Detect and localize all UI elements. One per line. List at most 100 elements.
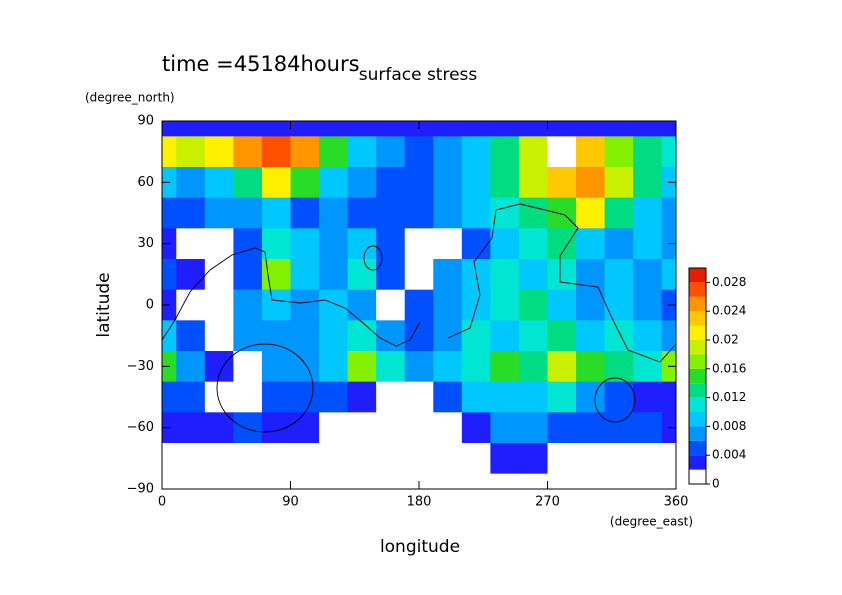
field-cell: [518, 136, 548, 168]
field-cell: [461, 121, 491, 137]
field-cell: [162, 121, 177, 137]
field-cell: [290, 136, 320, 168]
field-cell: [547, 320, 577, 352]
field-cell: [204, 136, 234, 168]
colorbar-swatch: [689, 354, 706, 369]
colorbar-swatch: [689, 426, 706, 441]
field-cell: [176, 197, 206, 229]
coastline: [594, 377, 636, 423]
field-cell: [518, 320, 548, 352]
field-cell: [633, 412, 663, 444]
field-cell: [604, 121, 634, 137]
field-cell: [319, 412, 349, 444]
field-cell: [204, 259, 234, 291]
field-cell: [576, 167, 606, 199]
y-tick-label: −90: [127, 482, 154, 497]
field-cell: [376, 197, 406, 229]
field-cell: [490, 197, 520, 229]
field-cell: [404, 289, 434, 321]
field-cell: [576, 443, 606, 475]
field-cell: [461, 289, 491, 321]
y-tick-label: 60: [137, 175, 154, 190]
field-cell: [490, 412, 520, 444]
field-cell: [604, 320, 634, 352]
field-cell: [518, 259, 548, 291]
field-cell: [319, 136, 349, 168]
field-cell: [404, 443, 434, 475]
field-cell: [490, 473, 520, 489]
field-cell: [176, 289, 206, 321]
field-cell: [290, 351, 320, 383]
field-cell: [490, 320, 520, 352]
colorbar-tick-label: 0.016: [712, 361, 746, 375]
colorbar-swatch: [689, 469, 706, 484]
y-tick-label: −30: [127, 359, 154, 374]
field-cell: [261, 121, 291, 137]
field-cell: [490, 289, 520, 321]
field-cell: [233, 121, 263, 137]
field-cell: [347, 228, 377, 260]
field-cell: [233, 473, 263, 489]
field-cell: [404, 412, 434, 444]
field-cell: [233, 197, 263, 229]
field-cell: [162, 197, 177, 229]
field-cell: [204, 197, 234, 229]
field-cell: [376, 167, 406, 199]
field-cell: [633, 167, 663, 199]
field-cell: [319, 351, 349, 383]
field-cell: [261, 381, 291, 413]
field-cell: [261, 443, 291, 475]
x-tick-label: 0: [158, 495, 166, 510]
field-cell: [461, 197, 491, 229]
field-cell: [633, 259, 663, 291]
x-label: longitude: [380, 537, 460, 557]
field-cell: [661, 259, 676, 291]
colorbar-swatch: [689, 282, 706, 297]
field-cell: [461, 351, 491, 383]
field-cell: [204, 228, 234, 260]
field-cell: [633, 228, 663, 260]
field-cell: [376, 121, 406, 137]
field-cell: [233, 351, 263, 383]
field-cell: [233, 167, 263, 199]
field-cell: [633, 320, 663, 352]
field-cell: [604, 197, 634, 229]
field-cell: [576, 473, 606, 489]
field-cell: [162, 320, 177, 352]
field-cell: [404, 320, 434, 352]
field-cell: [490, 167, 520, 199]
field-cell: [376, 381, 406, 413]
colorbar-swatch: [689, 340, 706, 355]
field-cell: [347, 136, 377, 168]
field-cell: [290, 259, 320, 291]
field-cell: [547, 228, 577, 260]
coastline: [216, 343, 314, 433]
field-cell: [433, 136, 463, 168]
field-cell: [661, 136, 676, 168]
field-cell: [490, 381, 520, 413]
field-cell: [319, 443, 349, 475]
field-cell: [661, 473, 676, 489]
field-cell: [547, 136, 577, 168]
field-cell: [261, 167, 291, 199]
field-cell: [261, 197, 291, 229]
field-cell: [347, 289, 377, 321]
field-cell: [604, 443, 634, 475]
field-cell: [347, 351, 377, 383]
field-cell: [233, 228, 263, 260]
field-cell: [261, 136, 291, 168]
field-cell: [290, 197, 320, 229]
field-cell: [604, 167, 634, 199]
field-cell: [376, 443, 406, 475]
colorbar-tick-label: 0.004: [712, 448, 746, 462]
field-cell: [461, 443, 491, 475]
field-cell: [176, 136, 206, 168]
field-cell: [433, 228, 463, 260]
field-cell: [290, 412, 320, 444]
colorbar-swatch: [689, 268, 706, 283]
field-cell: [461, 412, 491, 444]
field-cell: [204, 443, 234, 475]
field-cell: [461, 228, 491, 260]
field-cell: [204, 121, 234, 137]
field-cell: [518, 473, 548, 489]
